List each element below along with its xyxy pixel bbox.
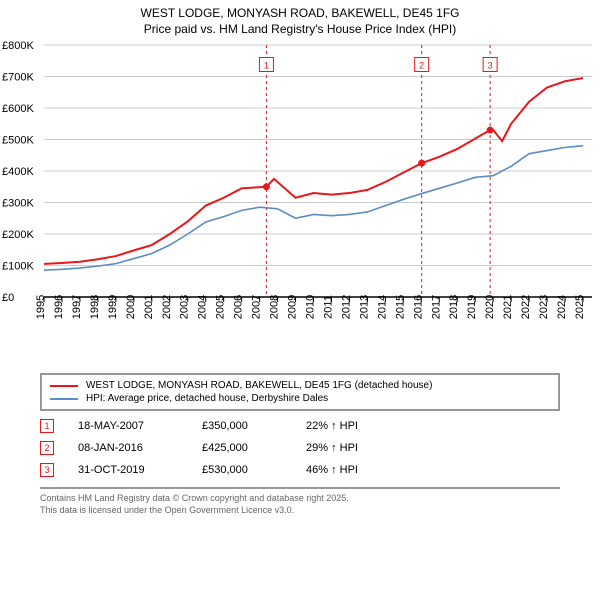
legend-label-2: HPI: Average price, detached house, Derb… xyxy=(86,393,328,404)
svg-text:2001: 2001 xyxy=(143,295,155,319)
svg-text:1999: 1999 xyxy=(107,295,119,319)
event-row: 1 18-MAY-2007 £350,000 22% ↑ HPI xyxy=(40,415,560,437)
svg-text:2019: 2019 xyxy=(466,295,478,319)
footer-line2: This data is licensed under the Open Gov… xyxy=(40,505,560,517)
event-delta: 29% ↑ HPI xyxy=(306,442,396,454)
svg-text:2017: 2017 xyxy=(430,295,442,319)
event-delta: 22% ↑ HPI xyxy=(306,420,396,432)
svg-text:2: 2 xyxy=(419,61,424,71)
svg-text:£300K: £300K xyxy=(2,198,34,210)
svg-text:2018: 2018 xyxy=(448,295,460,319)
svg-text:1998: 1998 xyxy=(89,295,101,319)
svg-text:1996: 1996 xyxy=(53,295,65,319)
legend-swatch-2 xyxy=(50,398,78,400)
svg-text:1995: 1995 xyxy=(35,295,47,319)
title-line1: WEST LODGE, MONYASH ROAD, BAKEWELL, DE45… xyxy=(0,6,600,22)
svg-text:2000: 2000 xyxy=(125,295,137,319)
legend-swatch-1 xyxy=(50,385,78,387)
event-delta: 46% ↑ HPI xyxy=(306,464,396,476)
svg-text:£700K: £700K xyxy=(2,72,34,84)
svg-text:2005: 2005 xyxy=(215,295,227,319)
legend-row: HPI: Average price, detached house, Derb… xyxy=(50,392,550,405)
svg-text:£400K: £400K xyxy=(2,166,34,178)
footer-line1: Contains HM Land Registry data © Crown c… xyxy=(40,493,560,505)
svg-text:2022: 2022 xyxy=(520,295,532,319)
svg-text:1: 1 xyxy=(264,61,269,71)
event-price: £530,000 xyxy=(202,464,282,476)
svg-text:2025: 2025 xyxy=(574,295,586,319)
svg-text:2003: 2003 xyxy=(179,295,191,319)
svg-text:2023: 2023 xyxy=(538,295,550,319)
svg-text:£800K: £800K xyxy=(2,40,34,52)
svg-text:£100K: £100K xyxy=(2,261,34,273)
event-date: 31-OCT-2019 xyxy=(78,464,178,476)
svg-text:£200K: £200K xyxy=(2,229,34,241)
chart-svg: £0 £100K £200K £300K £400K £500K £600K £700K £80… xyxy=(0,37,600,367)
svg-text:2002: 2002 xyxy=(161,295,173,319)
event-marker-1: 1 xyxy=(40,419,54,433)
svg-text:£0: £0 xyxy=(2,292,14,304)
svg-text:2020: 2020 xyxy=(484,295,496,319)
chart-area: £0 £100K £200K £300K £400K £500K £600K £700K £80… xyxy=(0,37,600,367)
svg-text:2007: 2007 xyxy=(251,295,263,319)
svg-text:2004: 2004 xyxy=(197,295,209,319)
event-price: £425,000 xyxy=(202,442,282,454)
event-price: £350,000 xyxy=(202,420,282,432)
event-row: 3 31-OCT-2019 £530,000 46% ↑ HPI xyxy=(40,459,560,481)
svg-text:2013: 2013 xyxy=(358,295,370,319)
svg-text:2012: 2012 xyxy=(340,295,352,319)
chart-title: WEST LODGE, MONYASH ROAD, BAKEWELL, DE45… xyxy=(0,0,600,37)
footer-note: Contains HM Land Registry data © Crown c… xyxy=(40,487,560,516)
svg-text:2014: 2014 xyxy=(376,295,388,319)
svg-text:2006: 2006 xyxy=(233,295,245,319)
title-line2: Price paid vs. HM Land Registry's House … xyxy=(0,22,600,38)
svg-text:£600K: £600K xyxy=(2,103,34,115)
svg-text:2015: 2015 xyxy=(394,295,406,319)
events-table: 1 18-MAY-2007 £350,000 22% ↑ HPI 2 08-JA… xyxy=(40,415,560,481)
svg-text:2024: 2024 xyxy=(556,295,568,319)
svg-text:1997: 1997 xyxy=(71,295,83,319)
svg-text:£500K: £500K xyxy=(2,135,34,147)
legend-box: WEST LODGE, MONYASH ROAD, BAKEWELL, DE45… xyxy=(40,373,560,411)
event-marker-2: 2 xyxy=(40,441,54,455)
svg-text:2009: 2009 xyxy=(287,295,299,319)
legend-label-1: WEST LODGE, MONYASH ROAD, BAKEWELL, DE45… xyxy=(86,380,432,391)
event-row: 2 08-JAN-2016 £425,000 29% ↑ HPI xyxy=(40,437,560,459)
event-date: 18-MAY-2007 xyxy=(78,420,178,432)
event-date: 08-JAN-2016 xyxy=(78,442,178,454)
svg-text:2016: 2016 xyxy=(412,295,424,319)
svg-text:2011: 2011 xyxy=(322,295,334,319)
svg-text:3: 3 xyxy=(488,61,493,71)
svg-text:2021: 2021 xyxy=(502,295,514,319)
svg-text:2010: 2010 xyxy=(305,295,317,319)
legend-row: WEST LODGE, MONYASH ROAD, BAKEWELL, DE45… xyxy=(50,379,550,392)
svg-text:2008: 2008 xyxy=(269,295,281,319)
event-marker-3: 3 xyxy=(40,463,54,477)
